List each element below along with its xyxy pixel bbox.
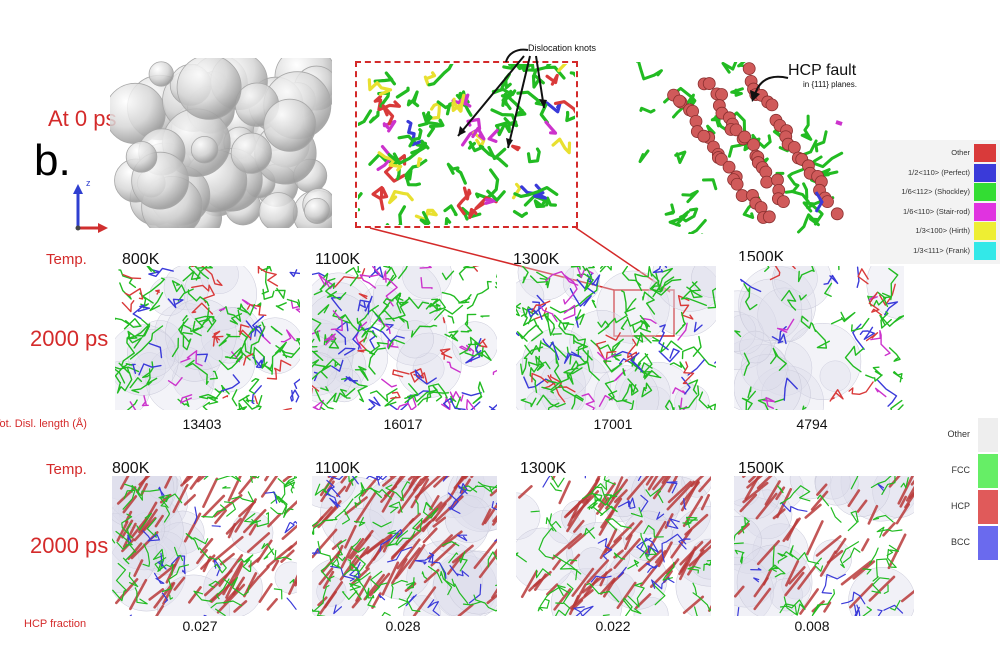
- dislocation-legend-item: 1/2<110> (Perfect): [870, 163, 996, 182]
- dislocation-legend-item: 1/3<100> (Hirth): [870, 222, 996, 240]
- initial-structure-image: [110, 58, 332, 228]
- row1-temp-1100: 1100K: [315, 251, 361, 268]
- row2-value-1100: 0.028: [385, 618, 421, 634]
- at-time-label: At 0 ps: [48, 106, 117, 131]
- row1-panel-1500: [734, 266, 904, 410]
- dislocation-legend-swatch: [974, 163, 996, 182]
- dislocation-legend-swatch: [974, 241, 996, 260]
- hcp-fault-title: HCP fault: [788, 62, 857, 79]
- dislocation-legend-swatch: [974, 202, 996, 221]
- dislocation-legend-label: 1/6<110> (Stair-rod): [903, 206, 970, 216]
- row2-value-1500: 0.008: [794, 618, 830, 634]
- structure-legend-item: HCP: [920, 490, 998, 524]
- row1-temp-label: Temp.: [46, 251, 87, 268]
- row1-value-800: 13403: [182, 416, 222, 432]
- row2-temp-800: 800K: [112, 460, 150, 477]
- dislocation-legend-item: Other: [870, 144, 996, 162]
- row2-metric-label: HCP fraction: [24, 618, 87, 630]
- structure-legend-label: BCC: [950, 537, 970, 547]
- dislocation-legend-label: 1/6<112> (Shockley): [901, 187, 970, 196]
- structure-legend-swatch: [978, 490, 998, 524]
- dislocation-legend: Other 1/2<110> (Perfect) 1/6<112> (Shockle…: [870, 140, 1000, 264]
- row2-temp-1500: 1500K: [738, 460, 785, 477]
- row1-metric-label: Tot. Disl. length (Å): [0, 418, 87, 430]
- row2-temp-label: Temp.: [46, 461, 87, 478]
- row1-time-label: 2000 ps: [30, 326, 109, 351]
- dislocation-legend-label: 1/3<111> (Frank): [913, 245, 970, 255]
- row1-temp-1300: 1300K: [513, 251, 560, 268]
- row1-temp-800: 800K: [122, 251, 160, 268]
- axis-triad-icon: [73, 184, 108, 233]
- hcp-fault-subtitle: in {111} planes.: [803, 80, 857, 89]
- dislocation-legend-item: 1/6<112> (Shockley): [870, 183, 996, 201]
- row1-value-1500: 4794: [796, 416, 828, 432]
- structure-legend-item: Other: [920, 418, 998, 452]
- row1-value-1100: 16017: [383, 416, 423, 432]
- row2-panel-1100: [312, 476, 497, 616]
- row2-panel-800: [112, 476, 297, 616]
- hcp-fault-arrow: [750, 75, 789, 102]
- dislocation-network-zoom-image: [358, 64, 575, 225]
- row2-time-label: 2000 ps: [30, 533, 109, 558]
- dislocation-legend-label: 1/3<100> (Hirth): [915, 226, 970, 235]
- structure-legend-label: Other: [947, 429, 970, 439]
- dislocation-legend-item: 1/6<110> (Stair-rod): [870, 202, 996, 221]
- knots-arrows: [457, 48, 547, 149]
- dislocation-legend-label: 1/2<110> (Perfect): [908, 167, 970, 177]
- structure-legend-label: HCP: [950, 501, 970, 511]
- row2-value-1300: 0.022: [595, 618, 631, 634]
- structure-legend-swatch: [978, 454, 998, 488]
- dislocation-legend-swatch: [974, 144, 996, 162]
- structure-legend-item: FCC: [920, 454, 998, 488]
- row2-panel-1500: [734, 476, 914, 616]
- structure-legend-item: BCC: [920, 526, 998, 560]
- dislocation-legend-item: 1/3<111> (Frank): [870, 241, 996, 260]
- dislocation-knots-label: Dislocation knots: [528, 43, 597, 53]
- row2-temp-1300: 1300K: [520, 460, 567, 477]
- row1-value-1300: 17001: [593, 416, 633, 432]
- row2-value-800: 0.027: [182, 618, 218, 634]
- structure-legend: Other FCC HCP BCC: [920, 418, 1000, 564]
- dislocation-legend-swatch: [974, 183, 996, 201]
- axis-z-label: z: [86, 178, 91, 188]
- row1-temp-1500: 1500K: [738, 249, 785, 261]
- row2-temp-1100: 1100K: [315, 460, 361, 477]
- row1-panel-800: [115, 266, 300, 410]
- structure-legend-swatch: [978, 418, 998, 452]
- row1-panel-1100: [312, 266, 497, 410]
- dislocation-legend-label: Other: [951, 148, 970, 157]
- structure-legend-swatch: [978, 526, 998, 560]
- dislocation-legend-swatch: [974, 222, 996, 240]
- panel-label: b.: [34, 136, 71, 185]
- row1-panel-1300: [516, 266, 716, 410]
- row2-panel-1300: [516, 476, 711, 616]
- structure-legend-label: FCC: [951, 465, 971, 475]
